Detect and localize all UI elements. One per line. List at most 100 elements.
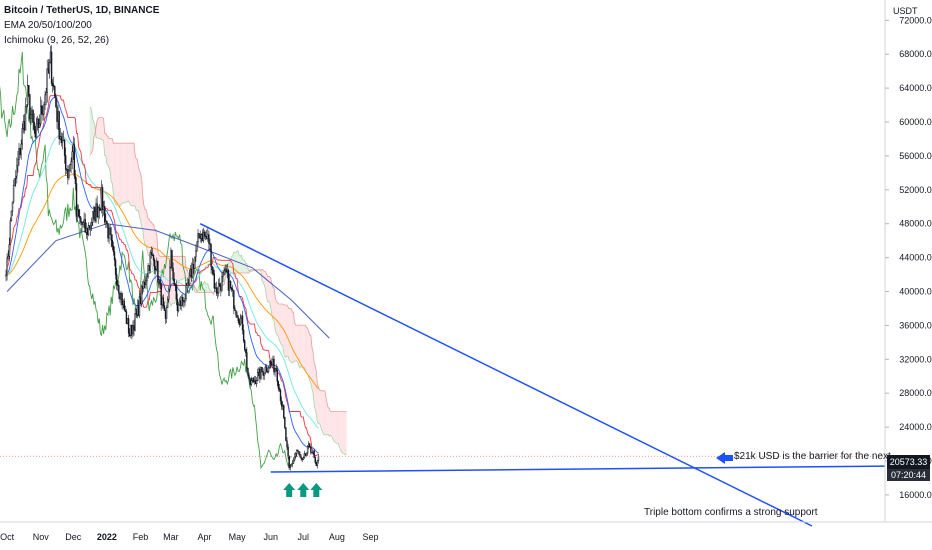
cloud-segment xyxy=(317,384,319,424)
candle-body xyxy=(248,375,250,379)
x-tick-label: Nov xyxy=(33,532,50,542)
candle-body xyxy=(159,279,161,284)
up-arrow-icon xyxy=(297,483,310,497)
cloud-segment xyxy=(110,138,112,182)
candle-body xyxy=(253,380,256,383)
cloud-segment xyxy=(293,312,295,363)
x-tick-label: Apr xyxy=(198,532,212,542)
candle-body xyxy=(315,462,318,467)
cloud-segment xyxy=(343,411,345,455)
ema-indicator-label[interactable]: EMA 20/50/100/200 xyxy=(4,20,92,31)
candle-body xyxy=(7,256,9,259)
cloud-segment xyxy=(319,390,321,427)
ema50-line xyxy=(5,135,319,429)
cloud-segment xyxy=(242,259,244,273)
candle-body xyxy=(254,380,257,385)
candle-body xyxy=(188,274,191,285)
candle-body xyxy=(210,244,212,267)
cloud-segment xyxy=(311,347,314,394)
candle-body xyxy=(298,450,300,455)
cloud-segment xyxy=(130,143,132,207)
cloud-segment xyxy=(340,411,342,452)
cloud-segment xyxy=(148,219,150,256)
candle-body xyxy=(275,367,277,371)
candle-body xyxy=(194,256,196,269)
candle-body xyxy=(124,309,127,312)
candle-body xyxy=(206,236,208,239)
y-tick-label: 32000.00 xyxy=(899,354,932,364)
candle-body xyxy=(105,220,107,223)
candle-body xyxy=(112,245,115,252)
candle-body xyxy=(196,241,198,252)
candle-body xyxy=(242,329,245,341)
y-tick-label: 36000.00 xyxy=(899,320,932,330)
currency-label: USDT xyxy=(893,6,918,16)
candle-body xyxy=(137,305,140,316)
y-tick-label: 56000.00 xyxy=(899,151,932,161)
descending-trendline xyxy=(199,223,813,527)
cloud-segment xyxy=(264,271,266,289)
cloud-segment xyxy=(304,325,306,371)
candle-body xyxy=(54,86,56,97)
cloud-segment xyxy=(98,117,100,139)
ichimoku-indicator-label[interactable]: Ichimoku (9, 26, 52, 26) xyxy=(4,35,110,46)
candle-body xyxy=(8,244,10,257)
candle-body xyxy=(301,458,303,460)
candle-body xyxy=(259,368,261,379)
cloud-segment xyxy=(117,143,119,206)
candle-body xyxy=(302,457,304,460)
candle-body xyxy=(279,389,282,402)
candle-body xyxy=(131,324,133,335)
candle-body xyxy=(128,332,131,336)
candle-body xyxy=(115,274,118,286)
candle-body xyxy=(164,310,167,319)
candle-body xyxy=(95,203,97,222)
candle-body xyxy=(287,446,289,457)
candle-body xyxy=(138,296,141,316)
candle-body xyxy=(85,227,87,233)
candle-body xyxy=(123,300,125,311)
barrier-annotation[interactable]: $21k USD is the barrier for the next xyxy=(734,451,891,462)
candle-body xyxy=(262,371,264,376)
candle-body xyxy=(86,227,89,235)
candle-body xyxy=(21,128,23,145)
cloud-segment xyxy=(92,118,94,150)
candle-body xyxy=(114,259,117,275)
candle-body xyxy=(99,209,102,211)
x-tick-label: Jul xyxy=(298,532,310,542)
candle-body xyxy=(29,94,31,119)
candle-body xyxy=(63,139,66,156)
candle-body xyxy=(40,105,42,125)
triple-bottom-annotation[interactable]: Triple bottom confirms a strong support xyxy=(644,507,818,518)
candle-body xyxy=(109,227,111,235)
candle-body xyxy=(240,315,243,319)
candle-body xyxy=(118,285,120,294)
candle-body xyxy=(15,175,17,179)
candle-body xyxy=(232,289,234,291)
candle-body xyxy=(38,123,41,128)
candle-body xyxy=(87,225,90,235)
candle-body xyxy=(215,287,218,294)
candle-body xyxy=(61,140,64,144)
candle-body xyxy=(312,450,314,454)
candle-body xyxy=(189,269,192,276)
y-tick-label: 68000.00 xyxy=(899,49,932,59)
candle-body xyxy=(107,223,109,239)
cloud-segment xyxy=(330,411,332,436)
x-tick-label: Mar xyxy=(163,532,179,542)
cloud-segment xyxy=(240,255,242,273)
cloud-segment xyxy=(269,276,271,308)
cloud-segment xyxy=(139,170,141,220)
candle-body xyxy=(77,209,80,217)
cloud-segment xyxy=(313,352,315,404)
candle-body xyxy=(222,273,224,277)
cloud-segment xyxy=(277,302,279,337)
cloud-segment xyxy=(281,303,283,346)
candle-body xyxy=(125,311,128,324)
candle-body xyxy=(30,114,32,119)
candle-body xyxy=(75,183,78,217)
cloud-segment xyxy=(268,276,270,302)
candle-body xyxy=(228,281,231,291)
cloud-segment xyxy=(309,335,311,384)
